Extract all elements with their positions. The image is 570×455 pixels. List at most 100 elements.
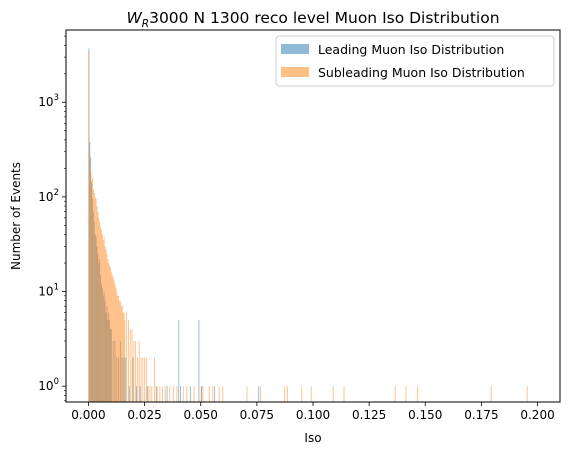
subleading-bar <box>301 386 303 402</box>
x-tick-label: 0.175 <box>464 408 498 422</box>
subleading-bar <box>526 386 528 402</box>
subleading-bar <box>101 234 103 402</box>
subleading-bar <box>123 312 125 402</box>
subleading-bar <box>106 253 108 402</box>
subleading-bar <box>310 386 312 402</box>
subleading-bar <box>202 386 204 402</box>
y-tick-label: 100 <box>38 377 59 393</box>
title-symbol: W <box>126 9 142 27</box>
leading-bar <box>178 320 180 402</box>
subleading-bar <box>149 386 151 402</box>
leading-bar <box>166 386 168 402</box>
subleading-bar <box>124 320 126 402</box>
subleading-bar <box>133 341 135 402</box>
subleading-bar <box>147 386 149 402</box>
legend-swatch-leading <box>281 44 309 54</box>
subleading-bar <box>101 229 102 402</box>
subleading-bar <box>94 196 96 402</box>
x-tick-label: 0.050 <box>184 408 218 422</box>
y-tick-label: 103 <box>38 93 59 109</box>
subleading-bar <box>105 249 107 402</box>
leading-bar <box>258 386 260 402</box>
leading-bar <box>128 386 130 402</box>
subleading-bar <box>115 287 117 402</box>
x-axis-label: Iso <box>304 431 321 445</box>
subleading-bar <box>114 284 116 402</box>
subleading-muon-bars <box>88 50 528 402</box>
subleading-bar <box>332 386 334 402</box>
subleading-bar <box>100 227 102 402</box>
subleading-bar <box>129 329 131 402</box>
x-tick-label: 0.125 <box>352 408 386 422</box>
subleading-bar <box>109 265 111 402</box>
subleading-bar <box>120 306 122 402</box>
subleading-bar <box>92 189 94 402</box>
chart-title: WR3000 N 1300 reco level Muon Iso Distri… <box>126 9 499 30</box>
y-axis-label: Number of Events <box>9 162 23 270</box>
subleading-bar <box>222 386 224 402</box>
legend-label-subleading: Subleading Muon Iso Distribution <box>318 65 525 80</box>
title-text: 3000 N 1300 reco level Muon Iso Distribu… <box>149 9 499 27</box>
subleading-bar <box>98 217 100 402</box>
subleading-bar <box>111 274 113 402</box>
subleading-bar <box>93 192 95 402</box>
x-tick-label: 0.100 <box>296 408 330 422</box>
subleading-bar <box>89 154 91 402</box>
legend-box <box>275 35 555 87</box>
subleading-bar <box>417 386 419 402</box>
x-tick-label: 0.150 <box>408 408 442 422</box>
subleading-bar <box>176 386 178 402</box>
subleading-bar <box>154 357 155 402</box>
subleading-bar <box>186 386 188 402</box>
subleading-bar <box>88 50 90 402</box>
subleading-bar <box>103 236 105 402</box>
title-subscript: R <box>142 18 149 30</box>
subleading-bar <box>90 172 92 402</box>
y-tick-label: 102 <box>38 188 59 204</box>
subleading-bar <box>92 177 93 402</box>
y-tick-label: 101 <box>38 283 59 299</box>
subleading-bar <box>343 386 345 402</box>
subleading-bar <box>122 312 124 402</box>
x-tick-label: 0.025 <box>127 408 161 422</box>
legend-swatch-subleading <box>281 67 309 77</box>
subleading-bar <box>144 357 146 402</box>
subleading-bar <box>127 320 129 402</box>
x-tick-label: 0.000 <box>71 408 105 422</box>
subleading-bar <box>218 386 220 402</box>
subleading-bar <box>110 267 111 402</box>
subleading-bar <box>284 386 286 402</box>
subleading-bar <box>104 246 106 402</box>
subleading-bar <box>405 386 407 402</box>
legend: Leading Muon Iso Distribution Subleading… <box>275 35 555 87</box>
subleading-bar <box>138 341 140 402</box>
subleading-bar <box>102 240 104 402</box>
subleading-bar <box>208 386 210 402</box>
subleading-bar <box>286 386 288 402</box>
subleading-bar <box>145 357 147 402</box>
leading-bar <box>214 386 216 402</box>
subleading-bar <box>91 180 93 402</box>
subleading-bar <box>118 300 120 402</box>
subleading-bar <box>112 277 114 402</box>
subleading-bar <box>113 280 115 402</box>
subleading-bar <box>126 312 128 402</box>
subleading-bar <box>212 386 214 402</box>
subleading-bar <box>110 272 112 402</box>
subleading-bar <box>136 357 138 402</box>
subleading-bar <box>119 300 121 402</box>
subleading-bar <box>162 386 164 402</box>
subleading-bar <box>151 386 153 402</box>
leading-bar <box>198 320 200 402</box>
x-tick-label: 0.200 <box>520 408 554 422</box>
subleading-bar <box>490 386 492 402</box>
subleading-bar <box>260 386 261 402</box>
y-axis-ticks: 100 101 102 103 <box>38 35 66 402</box>
subleading-bar <box>164 386 166 402</box>
subleading-bar <box>131 329 133 402</box>
leading-bar <box>155 386 157 402</box>
legend-label-leading: Leading Muon Iso Distribution <box>318 42 504 57</box>
subleading-bar <box>159 386 161 402</box>
leading-bar <box>180 386 181 402</box>
